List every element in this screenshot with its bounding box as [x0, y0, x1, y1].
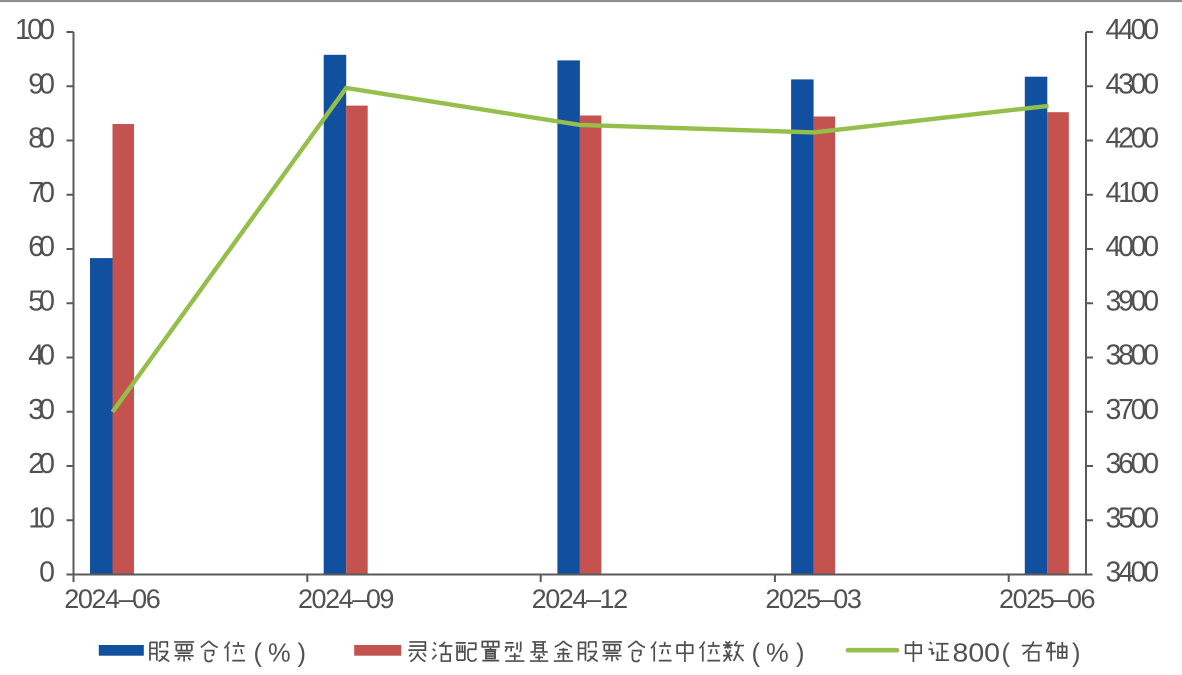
- svg-text:2024–09: 2024–09: [298, 584, 395, 614]
- svg-text:3600: 3600: [1106, 448, 1160, 480]
- svg-text:80: 80: [28, 123, 55, 155]
- svg-text:): ): [1072, 640, 1081, 668]
- svg-text:2024–06: 2024–06: [64, 584, 161, 614]
- svg-text:%: %: [268, 640, 291, 668]
- svg-text:0: 0: [39, 557, 55, 589]
- svg-text:10: 10: [28, 502, 55, 534]
- svg-text:2025–06: 2025–06: [999, 584, 1096, 614]
- svg-text:800: 800: [953, 640, 1001, 668]
- svg-text:(: (: [752, 640, 761, 668]
- svg-text:3700: 3700: [1106, 394, 1160, 426]
- svg-text:3800: 3800: [1106, 340, 1160, 372]
- svg-text:4400: 4400: [1106, 14, 1160, 46]
- svg-text:): ): [796, 640, 805, 668]
- svg-text:60: 60: [28, 231, 55, 263]
- svg-text:4300: 4300: [1106, 68, 1160, 100]
- svg-text:3500: 3500: [1106, 502, 1160, 534]
- svg-text:70: 70: [28, 177, 55, 209]
- svg-text:%: %: [766, 640, 789, 668]
- svg-text:2024–12: 2024–12: [532, 584, 629, 614]
- svg-text:50: 50: [28, 285, 55, 317]
- svg-text:20: 20: [28, 448, 55, 480]
- svg-text:2025–03: 2025–03: [765, 584, 862, 614]
- svg-text:(: (: [254, 640, 263, 668]
- svg-text:(: (: [1002, 640, 1011, 668]
- svg-text:3400: 3400: [1106, 557, 1160, 589]
- svg-text:4000: 4000: [1106, 231, 1160, 263]
- svg-text:4200: 4200: [1106, 123, 1160, 155]
- svg-text:3900: 3900: [1106, 285, 1160, 317]
- svg-text:): ): [298, 640, 307, 668]
- svg-text:100: 100: [15, 14, 55, 46]
- svg-text:90: 90: [28, 68, 55, 100]
- svg-text:30: 30: [28, 394, 55, 426]
- svg-text:4100: 4100: [1106, 177, 1160, 209]
- svg-text:40: 40: [28, 340, 55, 372]
